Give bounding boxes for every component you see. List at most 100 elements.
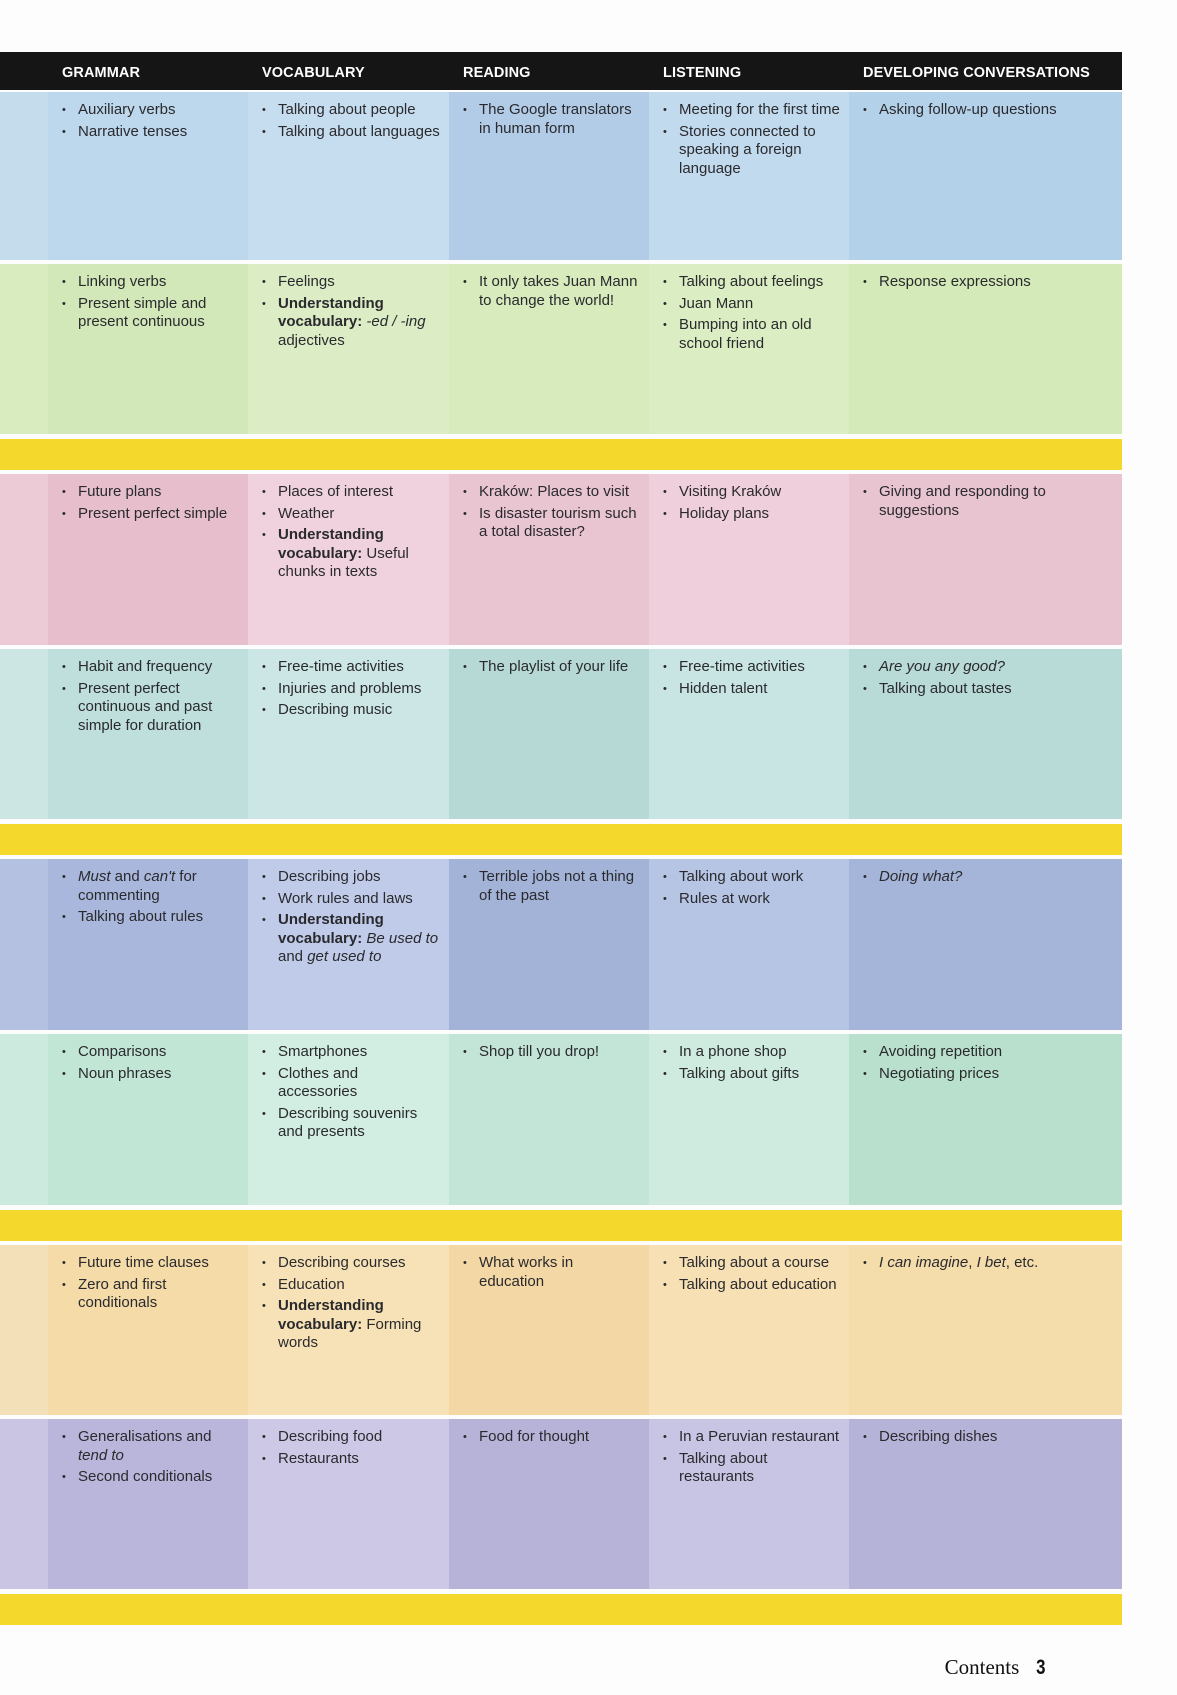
cell-listening: Free-time activities Hidden talent (649, 649, 849, 819)
cell-listening: In a Peruvian restaurant Talking about re… (649, 1419, 849, 1589)
list-item: Avoiding repetition (863, 1043, 1114, 1062)
cell-developing-conversations: Doing what? (849, 859, 1122, 1030)
item-text: Hidden talent (679, 679, 768, 697)
list-item: Talking about a course (663, 1254, 841, 1273)
topic-list: The Google translators in human form (463, 101, 641, 138)
unit-color-strip (0, 264, 48, 434)
topic-list: What works in education (463, 1254, 641, 1291)
list-item: Second conditionals (62, 1468, 240, 1487)
list-item: Stories connected to speaking a foreign … (663, 123, 841, 179)
item-text: and (278, 948, 308, 965)
list-item: Injuries and problems (262, 680, 441, 699)
cell-developing-conversations: Describing dishes (849, 1419, 1122, 1589)
cell-reading: What works in education (449, 1245, 649, 1415)
cell-listening: In a phone shop Talking about gifts (649, 1034, 849, 1205)
item-text: Describing souvenirs and presents (278, 1104, 418, 1141)
topic-list: It only takes Juan Mann to change the wo… (463, 273, 641, 310)
item-text: Meeting for the first time (679, 101, 840, 118)
cell-grammar: Comparisons Noun phrases (48, 1034, 248, 1205)
item-text: In a phone shop (679, 1043, 787, 1060)
unit-color-strip (0, 474, 48, 645)
cell-vocabulary: Describing jobs Work rules and laws Unders… (248, 859, 449, 1030)
contents-table: GRAMMAR VOCABULARY READING LISTENING DEV… (0, 52, 1122, 1625)
unit-color-strip (0, 859, 48, 1030)
list-item: Restaurants (262, 1450, 441, 1469)
list-item: Talking about restaurants (663, 1450, 841, 1487)
list-item: What works in education (463, 1254, 641, 1291)
topic-list: Describing food Restaurants (262, 1428, 441, 1468)
cell-vocabulary: Free-time activities Injuries and problem… (248, 649, 449, 819)
item-text: can't (143, 868, 176, 885)
list-item: Understanding vocabulary: Useful chunks … (262, 526, 441, 582)
item-text: The Google translators in human form (479, 101, 632, 137)
list-item: Bumping into an old school friend (663, 316, 841, 353)
cell-grammar: Habit and frequency Present perfect conti… (48, 649, 248, 819)
section-divider-band (0, 824, 1122, 855)
item-text: tend to (78, 1446, 124, 1464)
item-text: Talking about languages (278, 122, 440, 140)
item-text: Describing courses (278, 1254, 406, 1271)
topic-list: Talking about work Rules at work (663, 868, 841, 908)
item-text: Asking follow-up questions (879, 101, 1057, 118)
item-text: Describing music (278, 701, 393, 718)
table-row: Comparisons Noun phrases Smartphones Clothe… (0, 1034, 1122, 1205)
item-text: Talking about rules (78, 908, 204, 925)
list-item: Auxiliary verbs (62, 101, 240, 120)
list-item: Holiday plans (663, 505, 841, 524)
cell-developing-conversations: Giving and responding to suggestions (849, 474, 1122, 645)
topic-list: Describing jobs Work rules and laws Unders… (262, 868, 441, 967)
item-text: In a Peruvian restaurant (679, 1428, 840, 1445)
cell-reading: It only takes Juan Mann to change the wo… (449, 264, 649, 434)
list-item: Present perfect simple (62, 505, 240, 524)
topic-list: Visiting Kraków Holiday plans (663, 483, 841, 523)
cell-grammar: Future time clauses Zero and first condit… (48, 1245, 248, 1415)
list-item: Talking about languages (262, 123, 441, 142)
list-item: Future plans (62, 483, 240, 502)
list-item: Describing jobs (262, 868, 441, 887)
cell-grammar: Auxiliary verbs Narrative tenses (48, 92, 248, 260)
cell-reading: Shop till you drop! (449, 1034, 649, 1205)
list-item: Describing souvenirs and presents (262, 1105, 441, 1142)
cell-vocabulary: Describing food Restaurants (248, 1419, 449, 1589)
cell-reading: The Google translators in human form (449, 92, 649, 260)
item-text: Noun phrases (78, 1064, 172, 1082)
item-text: Restaurants (278, 1449, 359, 1467)
item-text: Talking about gifts (679, 1064, 800, 1082)
topic-list: Giving and responding to suggestions (863, 483, 1114, 520)
item-text: Talking about work (679, 868, 804, 885)
list-item: Linking verbs (62, 273, 240, 292)
item-text: Response expressions (879, 273, 1031, 290)
topic-list: Avoiding repetition Negotiating prices (863, 1043, 1114, 1083)
topic-list: Response expressions (863, 273, 1114, 292)
item-text: Weather (278, 504, 335, 522)
cell-developing-conversations: Are you any good? Talking about tastes (849, 649, 1122, 819)
unit-color-strip (0, 1419, 48, 1589)
topic-list: Talking about a course Talking about educ… (663, 1254, 841, 1294)
item-text: Zero and first conditionals (78, 1275, 167, 1312)
unit-color-strip (0, 1034, 48, 1205)
topic-list: Shop till you drop! (463, 1043, 641, 1062)
cell-grammar: Linking verbs Present simple and present … (48, 264, 248, 434)
list-item: Kraków: Places to visit (463, 483, 641, 502)
topic-list: Generalisations and tend to Second condit… (62, 1428, 240, 1487)
cell-developing-conversations: Response expressions (849, 264, 1122, 434)
cell-grammar: Must and can't for commenting Talking abo… (48, 859, 248, 1030)
header-vocabulary: VOCABULARY (262, 65, 365, 81)
item-text: for commenting (78, 868, 197, 904)
list-item: Food for thought (463, 1428, 641, 1447)
unit-color-strip (0, 649, 48, 819)
item-text: The playlist of your life (479, 658, 629, 675)
item-text: Linking verbs (78, 273, 167, 290)
topic-list: Smartphones Clothes and accessoriesDescri… (262, 1043, 441, 1142)
item-text: Avoiding repetition (879, 1043, 1003, 1060)
cell-developing-conversations: I can imagine, I bet, etc. (849, 1245, 1122, 1415)
cell-developing-conversations: Avoiding repetition Negotiating prices (849, 1034, 1122, 1205)
list-item: Free-time activities (262, 658, 441, 677)
list-item: Future time clauses (62, 1254, 240, 1273)
item-text: Are you any good? (879, 658, 1005, 675)
topic-list: Must and can't for commenting Talking abo… (62, 868, 240, 927)
cell-listening: Visiting Kraków Holiday plans (649, 474, 849, 645)
topic-list: Describing dishes (863, 1428, 1114, 1447)
list-item: Are you any good? (863, 658, 1114, 677)
list-item: The Google translators in human form (463, 101, 641, 138)
